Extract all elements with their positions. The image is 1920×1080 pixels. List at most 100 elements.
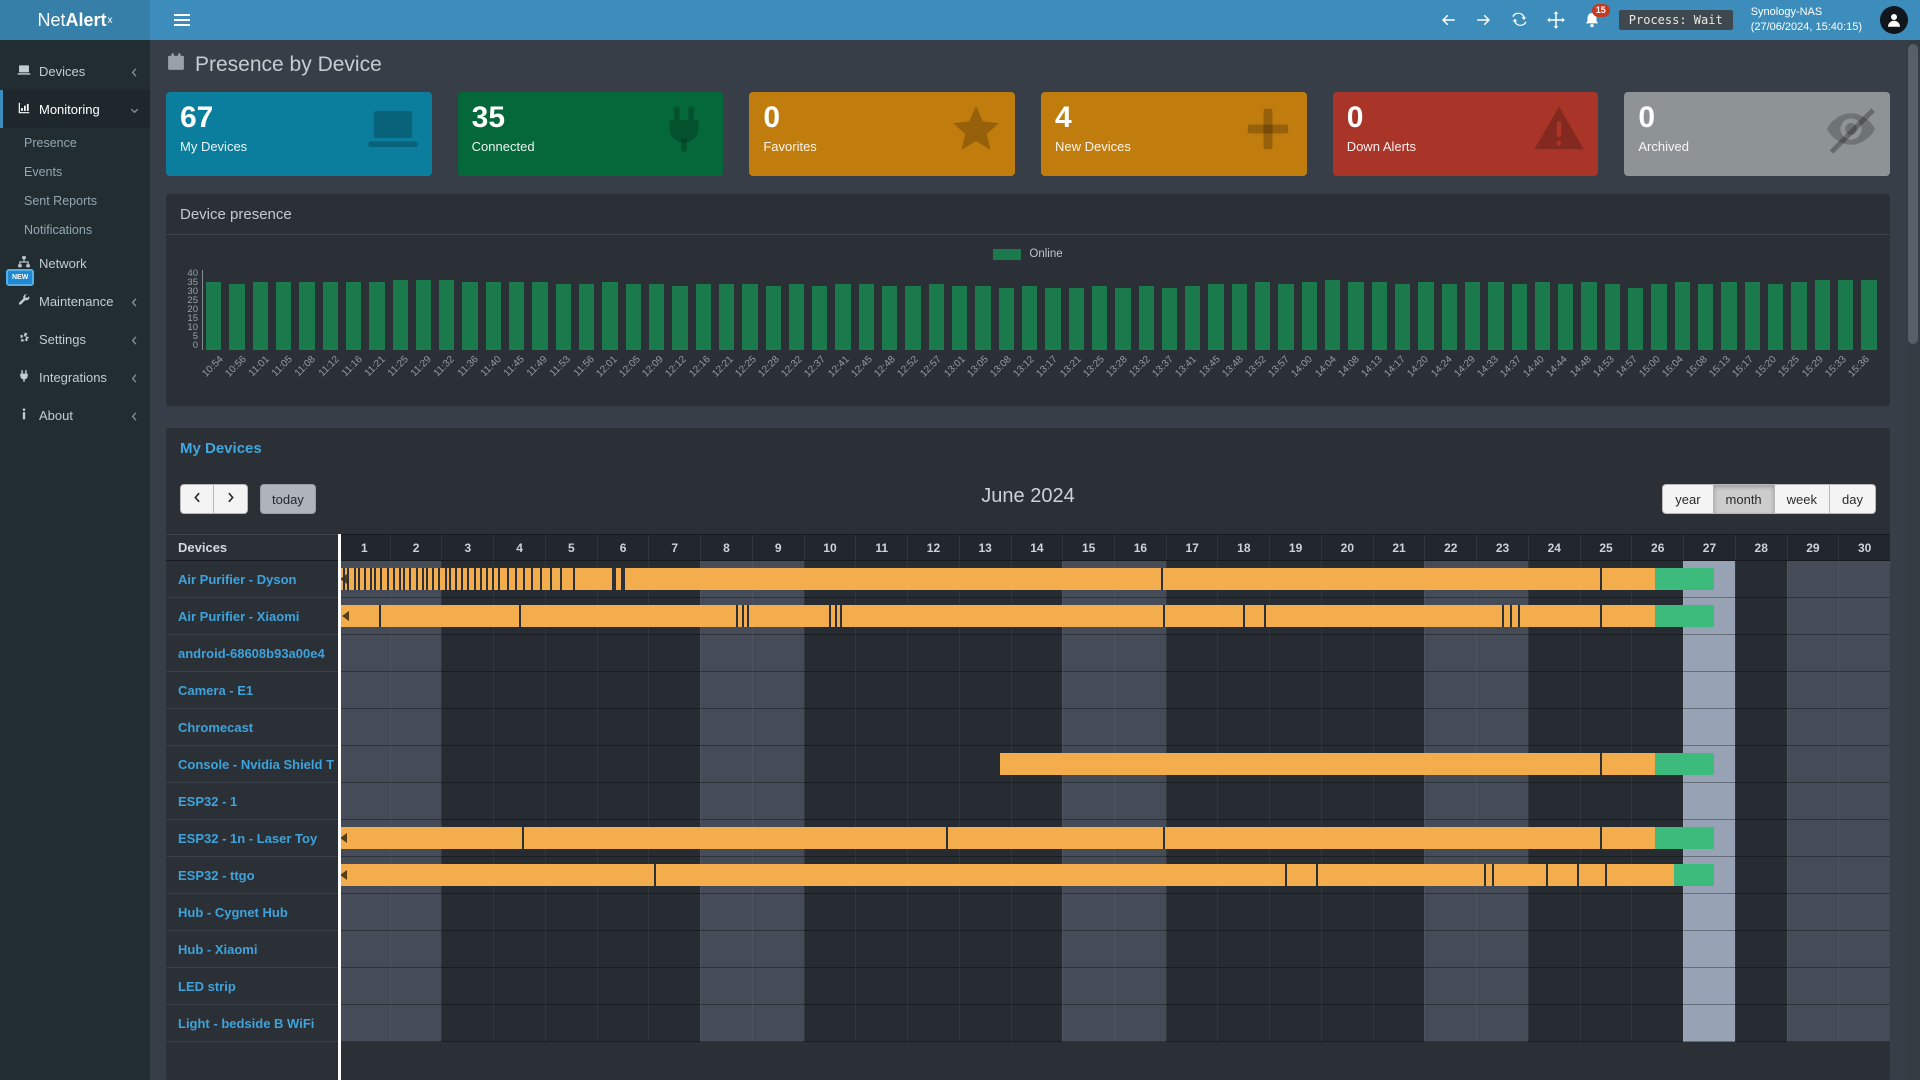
sidebar-item-settings[interactable]: Settings (0, 320, 150, 358)
day-column (493, 561, 545, 1042)
view-button-month[interactable]: month (1713, 484, 1775, 514)
gantt-bar-connected-now[interactable] (1654, 605, 1715, 627)
prev-month-button[interactable] (180, 484, 214, 514)
presence-bar (532, 282, 548, 350)
gantt-bar-online[interactable] (1000, 753, 1655, 775)
device-link-chromecast[interactable]: Chromecast (166, 709, 338, 746)
scrollbar-thumb[interactable] (1908, 44, 1918, 344)
card-favorites[interactable]: 0 Favorites (749, 92, 1016, 176)
device-link-console-nvidia-shield-t[interactable]: Console - Nvidia Shield T (166, 746, 338, 783)
gantt-bar-online[interactable] (340, 605, 1655, 627)
wrench-icon (17, 293, 31, 310)
card-down-alerts[interactable]: 0 Down Alerts (1332, 92, 1599, 176)
view-button-day[interactable]: day (1830, 484, 1876, 514)
devices-column-header: Devices (166, 534, 338, 560)
page-scrollbar[interactable] (1906, 40, 1920, 1080)
device-link-android-68608b93a00e4[interactable]: android-68608b93a00e4 (166, 635, 338, 672)
presence-bar (1721, 282, 1737, 350)
user-avatar[interactable] (1880, 6, 1908, 34)
presence-bar (1791, 282, 1807, 350)
device-link-hub-cygnet-hub[interactable]: Hub - Cygnet Hub (166, 894, 338, 931)
presence-bar (1091, 286, 1108, 350)
eye-slash-icon (1824, 102, 1878, 161)
offline-tick (653, 864, 656, 886)
day-column (1579, 561, 1632, 1042)
gantt-bar-connected-now[interactable] (1654, 753, 1715, 775)
chevron-left-icon (129, 372, 140, 383)
refresh-icon[interactable] (1511, 11, 1529, 29)
gantt-bar-online[interactable] (338, 827, 1655, 849)
sidebar-item-devices[interactable]: Devices (0, 52, 150, 90)
gantt-bar-online[interactable] (338, 568, 1655, 590)
offline-tick (945, 827, 948, 849)
offline-tick (353, 568, 356, 590)
card-label: Archived (1638, 139, 1689, 154)
sidebar-item-about[interactable]: About (0, 396, 150, 434)
sidebar-item-integrations[interactable]: Integrations (0, 358, 150, 396)
gantt-bar-online[interactable] (338, 864, 1674, 886)
gantt-row (338, 783, 1890, 820)
day-column (700, 561, 752, 1042)
presence-chart: 40 35 30 25 20 15 10 5 0 10:54 10:56 11:01 11:05 11:… (166, 268, 1890, 398)
offline-tick (479, 568, 482, 590)
device-link-hub-xiaomi[interactable]: Hub - Xiaomi (166, 931, 338, 968)
card-new-devices[interactable]: 4 New Devices (1041, 92, 1307, 176)
sidebar-toggle-button[interactable] (164, 0, 200, 40)
card-archived[interactable]: 0 Archived (1624, 92, 1891, 176)
offline-tick (415, 568, 418, 590)
offline-tick (519, 605, 522, 627)
sidebar-subitem-events[interactable]: Events (24, 164, 63, 179)
presence-bar (765, 286, 781, 350)
device-link-camera-e1[interactable]: Camera - E1 (166, 672, 338, 709)
presence-bar (299, 282, 315, 350)
day-column (803, 561, 856, 1042)
view-button-week[interactable]: week (1774, 484, 1831, 514)
sidebar-item-network[interactable]: Network (0, 244, 150, 282)
device-link-air-purifier-xiaomi[interactable]: Air Purifier - Xiaomi (166, 598, 338, 635)
card-value: 35 (471, 101, 506, 134)
device-link-esp32-ttgo[interactable]: ESP32 - ttgo (166, 857, 338, 894)
day-column (1838, 561, 1890, 1042)
presence-bar (275, 282, 292, 350)
presence-bar (1021, 286, 1038, 350)
day-header-7: 7 (648, 535, 700, 560)
day-header-6: 6 (596, 535, 649, 560)
next-month-button[interactable] (214, 484, 248, 514)
device-link-esp32-1[interactable]: ESP32 - 1 (166, 783, 338, 820)
today-button[interactable]: today (260, 484, 316, 514)
sidebar-item-maintenance[interactable]: Maintenance NEW (0, 269, 150, 320)
back-icon[interactable] (1439, 11, 1457, 29)
y-tick-label: 10 (187, 322, 198, 334)
day-header-28: 28 (1734, 535, 1787, 560)
sidebar-item-monitoring[interactable]: Monitoring (0, 90, 150, 128)
sidebar-subitem-sent-reports[interactable]: Sent Reports (24, 193, 97, 208)
offline-tick (473, 568, 476, 590)
device-link-light-bedside-b-wifi[interactable]: Light - bedside B WiFi (166, 1005, 338, 1042)
app-logo[interactable]: Net Alert x (0, 0, 150, 40)
offline-tick (444, 568, 447, 590)
offline-tick (370, 568, 373, 590)
presence-bar (206, 282, 222, 350)
bell-icon[interactable]: 15 (1583, 4, 1610, 29)
device-link-led-strip[interactable]: LED strip (166, 968, 338, 1005)
chevron-left-icon (129, 334, 140, 345)
device-link-esp32-1n-laser-toy[interactable]: ESP32 - 1n - Laser Toy (166, 820, 338, 857)
gantt-bar-connected-now[interactable] (1654, 568, 1715, 590)
sidebar-subitem-presence[interactable]: Presence (24, 135, 77, 150)
device-link-air-purifier-dyson[interactable]: Air Purifier - Dyson (166, 561, 338, 598)
sidebar-subitem-notifications[interactable]: Notifications (24, 222, 93, 237)
card-my-devices[interactable]: 67 My Devices (166, 92, 432, 176)
presence-bar (1674, 282, 1690, 350)
column-resizer-handle[interactable] (338, 534, 341, 1080)
gantt-bar-connected-now[interactable] (1673, 864, 1715, 886)
move-icon[interactable] (1546, 11, 1565, 29)
presence-bar (1581, 282, 1597, 350)
offline-tick (357, 568, 360, 590)
forward-icon[interactable] (1475, 11, 1493, 29)
gantt-bar-connected-now[interactable] (1654, 827, 1715, 849)
presence-bar (952, 286, 968, 350)
today-column (1683, 561, 1735, 1042)
offline-tick (1605, 864, 1608, 886)
card-connected[interactable]: 35 Connected (457, 92, 724, 176)
view-button-year[interactable]: year (1662, 484, 1714, 514)
